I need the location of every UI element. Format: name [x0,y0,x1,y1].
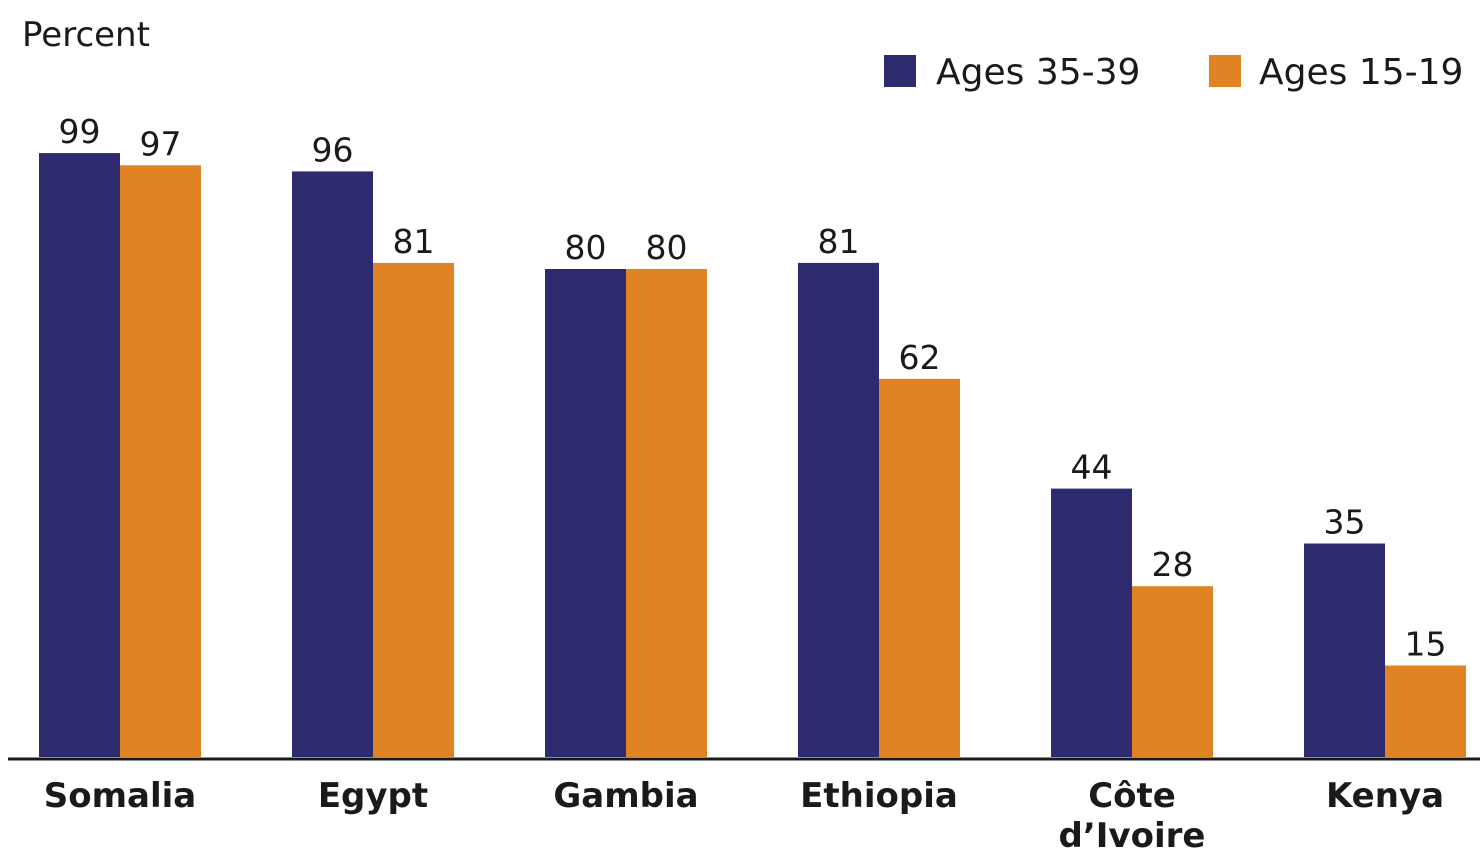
category-label-line: Ethiopia [800,776,958,816]
value-label-cote-d-ivoire-ages-15-19: 28 [1152,545,1194,584]
bar-egypt-ages-35-39 [292,171,373,757]
category-label-ethiopia: Ethiopia [800,776,958,816]
category-label-somalia: Somalia [44,776,196,816]
legend-label-ages-35-39: Ages 35-39 [936,52,1140,93]
category-label-line: Côte [1088,776,1176,816]
value-label-ethiopia-ages-15-19: 62 [899,338,941,377]
legend: Ages 35-39 Ages 15-19 [884,52,1463,93]
bar-kenya-ages-35-39 [1304,543,1385,757]
category-label-cote-d-ivoire: Côte d’Ivoire [1059,776,1206,855]
bar-kenya-ages-15-19 [1385,665,1466,757]
value-label-somalia-ages-35-39: 99 [59,112,101,151]
category-label-line: Somalia [44,776,196,816]
category-label-line: d’Ivoire [1059,816,1206,855]
value-label-cote-d-ivoire-ages-35-39: 44 [1071,448,1113,487]
bar-somalia-ages-15-19 [120,165,201,758]
value-label-ethiopia-ages-35-39: 81 [818,222,860,261]
y-axis-label: Percent [22,15,150,55]
category-label-egypt: Egypt [318,776,428,816]
value-label-gambia-ages-35-39: 80 [565,228,607,267]
bar-gambia-ages-15-19 [626,269,707,757]
value-label-kenya-ages-15-19: 15 [1405,625,1447,664]
value-labels-group: 99 97 96 81 80 80 81 62 44 28 35 15 [59,112,1447,663]
category-label-line: Gambia [553,776,698,816]
category-label-line: Kenya [1326,776,1444,816]
bar-gambia-ages-35-39 [545,269,626,757]
bar-ethiopia-ages-15-19 [879,378,960,757]
value-label-somalia-ages-15-19: 97 [140,124,182,163]
category-label-gambia: Gambia [553,776,698,816]
bar-egypt-ages-15-19 [373,262,454,757]
bar-somalia-ages-35-39 [39,153,120,758]
legend-swatch-ages-15-19 [1209,55,1241,87]
bar-ethiopia-ages-35-39 [798,262,879,757]
value-label-gambia-ages-15-19: 80 [646,228,688,267]
value-label-kenya-ages-35-39: 35 [1324,503,1366,542]
value-label-egypt-ages-35-39: 96 [312,130,354,169]
legend-swatch-ages-35-39 [884,55,916,87]
category-labels-group: Somalia Egypt Gambia Ethiopia Côte d’Ivoire Ke… [44,776,1444,855]
legend-label-ages-15-19: Ages 15-19 [1259,52,1463,93]
bars-group [39,153,1466,758]
category-label-kenya: Kenya [1326,776,1444,816]
category-label-line: Egypt [318,776,428,816]
bar-cote-d-ivoire-ages-15-19 [1132,586,1213,757]
bar-cote-d-ivoire-ages-35-39 [1051,488,1132,757]
value-label-egypt-ages-15-19: 81 [393,222,435,261]
